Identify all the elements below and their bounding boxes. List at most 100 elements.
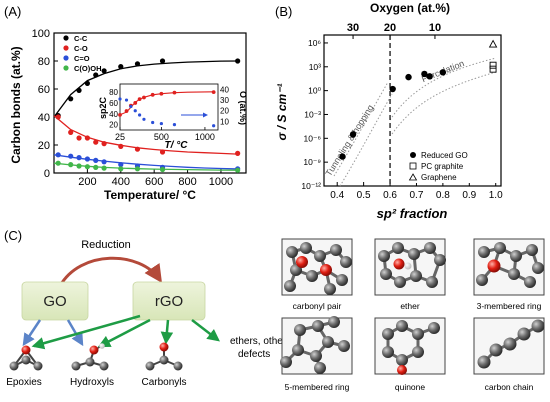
defect-tile-quinone <box>374 317 446 375</box>
a-y-tick-label: 40 <box>38 112 50 124</box>
inset-right-tick-label: 10 <box>220 117 229 126</box>
a-point <box>76 155 82 161</box>
a-point <box>68 96 74 102</box>
panel-a-fit-curves <box>53 60 238 171</box>
panel-a-frame <box>53 32 247 174</box>
b-point-reduced-go <box>339 153 346 160</box>
a-point <box>68 162 74 168</box>
a-y-tick-label: 0 <box>44 168 50 180</box>
b-y-tick-label: 10⁶ <box>308 38 321 48</box>
b-point-reduced-go <box>349 131 357 138</box>
a-y-tick-label: 100 <box>32 28 50 40</box>
hydroxyl-molecule <box>71 343 109 371</box>
inset-right-tick-label: 40 <box>220 85 229 94</box>
carbonyl-molecule <box>145 342 183 371</box>
panel-b-legend-box <box>406 147 499 183</box>
panel-a: (A) 0 20 40 60 80 100 200 400 600 800 1000 Carbon… <box>4 4 248 202</box>
a-point <box>55 160 61 166</box>
inset-sp2-point <box>124 109 129 113</box>
inset-left-tick-label: 80 <box>109 88 118 97</box>
a-x-tick-label: 800 <box>178 176 196 188</box>
legend-pc-graphite-marker <box>409 162 417 170</box>
a-point <box>134 61 141 67</box>
panel-b-y-axis-label: σ / S cm⁻¹ <box>275 84 289 141</box>
a-legend-marker <box>63 45 69 51</box>
inset-oxygen-point <box>129 104 133 109</box>
rgo-to-carbonyls-arrow <box>160 319 174 345</box>
panel-a-y-axis-label: Carbon bonds (at.%) <box>9 46 23 163</box>
b-point-reduced-go <box>421 70 428 78</box>
a-point <box>134 146 141 152</box>
b-x-tick-label: 0.8 <box>436 190 450 201</box>
inset-sp2-point <box>137 97 142 102</box>
a-legend-marker <box>63 55 69 61</box>
inset-sp2-point <box>118 112 122 117</box>
inset-oxygen-point <box>138 113 142 117</box>
hydroxyls-label: Hydroxyls <box>70 377 114 388</box>
defect-tile-3-membered-ring <box>473 238 545 296</box>
inset-sp2-point <box>172 90 177 95</box>
inset-right-tick-label: 20 <box>220 107 229 116</box>
panel-c: (C) Reduction GO rGO Epoxies <box>4 228 287 388</box>
a-point <box>118 64 124 70</box>
b-point-reduced-go <box>439 69 447 76</box>
a-fit-1 <box>53 115 238 155</box>
legend-pc-graphite-label: PC graphite <box>421 162 464 171</box>
tunneling-guide-upper <box>333 81 389 177</box>
panel-b: (B) Oxygen (at.%) 30 20 10 10⁻¹²10⁻⁹10⁻⁶10… <box>275 1 503 221</box>
b-top-tick-label: 10 <box>429 22 441 34</box>
a-point <box>159 166 166 173</box>
b-x-tick-label: 1.0 <box>489 190 503 201</box>
inset-data-points <box>118 90 216 128</box>
inset-left-axis-label: sp2C <box>98 96 108 119</box>
defect-label-5-membered-ring: 5-membered ring <box>285 382 350 392</box>
legend-graphene-label: Graphene <box>421 173 457 182</box>
b-point-reduced-go <box>389 85 396 93</box>
inset-oxygen-point <box>118 97 122 101</box>
panel-a-x-axis-label: Temperature/ °C <box>104 188 196 202</box>
a-point <box>68 153 74 159</box>
inset-left-tick-label: 40 <box>109 110 118 119</box>
panel-a-label: (A) <box>4 4 21 19</box>
a-fit-0 <box>53 60 238 118</box>
panel-b-data-points <box>339 39 498 160</box>
a-point <box>93 139 99 145</box>
a-point <box>235 150 241 156</box>
inset-oxygen-point <box>159 121 163 126</box>
panel-b-legend: Reduced GO PC graphite Graphene <box>406 147 499 183</box>
go-to-hydroxyls-arrow <box>66 319 84 347</box>
panel-b-x-axis-label: sp² fraction <box>377 206 448 221</box>
a-legend-label: C-O <box>74 44 88 53</box>
defect-tile-ether <box>374 238 446 296</box>
legend-graphene-marker <box>408 173 418 181</box>
a-y-tick-label: 80 <box>38 56 50 68</box>
a-point <box>55 114 61 120</box>
a-point <box>159 149 166 155</box>
inset-left-tick-label: 20 <box>109 121 118 130</box>
defect-tile-carbon-chain <box>473 317 545 375</box>
inset-sp2-point <box>211 90 216 95</box>
inset-x-axis-label: T/ °C <box>165 140 189 151</box>
a-point <box>134 166 141 172</box>
a-y-tick-label: 20 <box>38 140 50 152</box>
inset-oxygen-point <box>124 98 129 102</box>
a-legend-marker <box>63 65 69 71</box>
panel-b-top-axis-label: Oxygen (at.%) <box>370 1 450 15</box>
inset-sp2-point <box>133 101 138 105</box>
a-point <box>93 72 99 78</box>
defects-label-line2: defects <box>238 349 270 360</box>
defect-structures: carbonyl pair ether <box>280 238 545 392</box>
a-point <box>235 167 241 173</box>
b-x-tick-label: 0.4 <box>330 190 344 201</box>
b-point-pc-graphite <box>489 61 497 69</box>
inset-sp2-point <box>142 95 146 100</box>
a-y-tick-label: 60 <box>38 84 50 96</box>
a-point <box>93 157 99 163</box>
rgo-to-defects-arrow <box>191 319 220 342</box>
inset-oxygen-point <box>212 124 216 128</box>
rgo-box-label: rGO <box>155 293 183 310</box>
panel-c-label: (C) <box>4 228 22 243</box>
